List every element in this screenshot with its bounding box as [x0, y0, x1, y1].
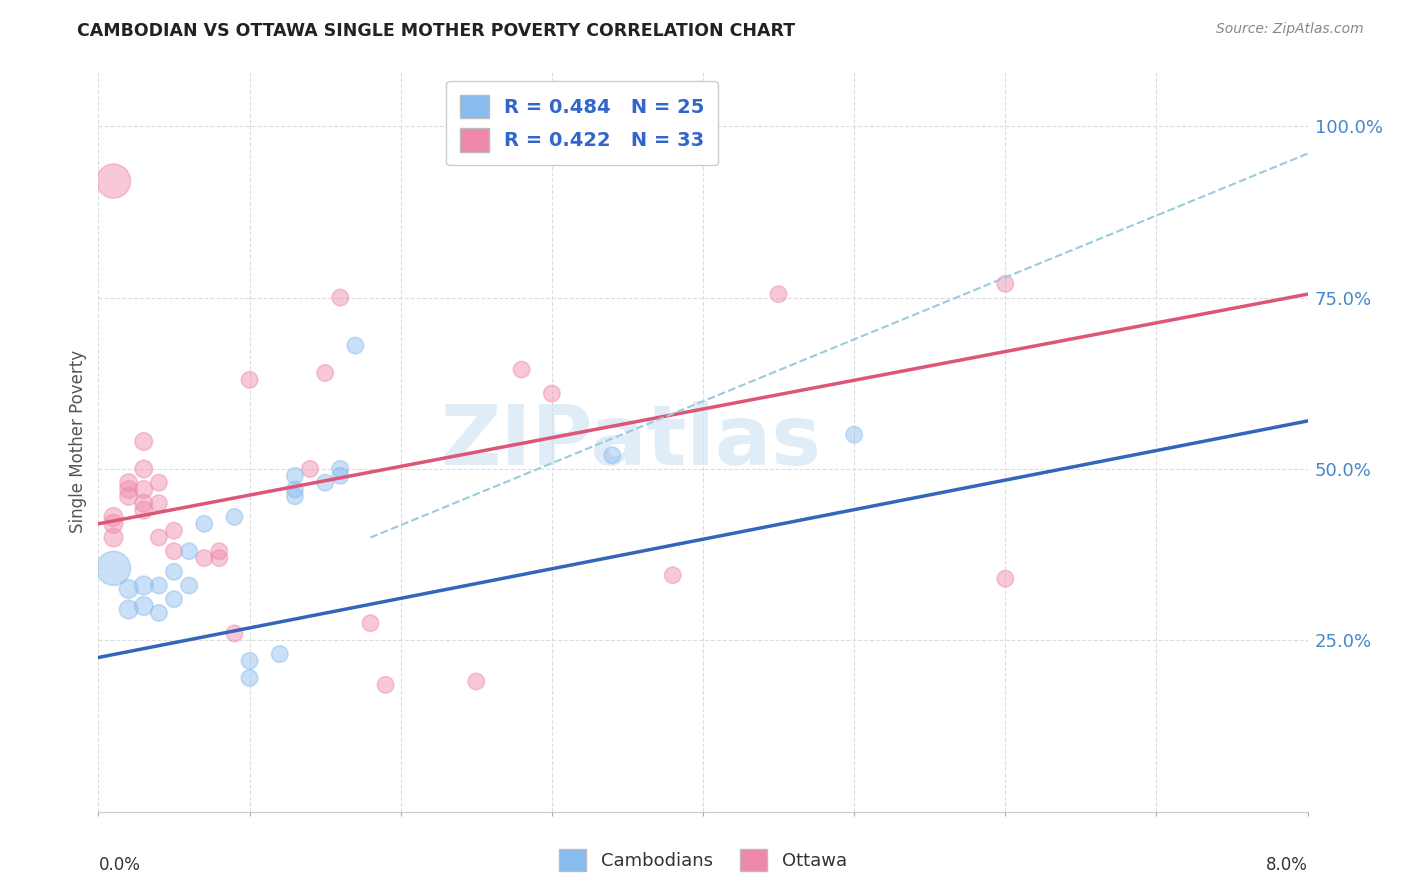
- Text: 8.0%: 8.0%: [1265, 856, 1308, 874]
- Point: [163, 565, 186, 579]
- Point: [132, 462, 155, 476]
- Point: [148, 578, 170, 592]
- Point: [163, 592, 186, 607]
- Point: [314, 475, 336, 490]
- Point: [768, 287, 790, 301]
- Point: [118, 489, 141, 503]
- Point: [118, 602, 141, 616]
- Point: [239, 373, 262, 387]
- Point: [193, 551, 215, 566]
- Point: [269, 647, 291, 661]
- Point: [510, 362, 533, 376]
- Point: [360, 616, 382, 631]
- Point: [994, 277, 1017, 291]
- Point: [118, 475, 141, 490]
- Point: [103, 531, 125, 545]
- Point: [344, 338, 367, 352]
- Point: [661, 568, 683, 582]
- Point: [602, 448, 624, 462]
- Point: [844, 427, 866, 442]
- Point: [148, 606, 170, 620]
- Point: [103, 516, 125, 531]
- Point: [193, 516, 215, 531]
- Text: Source: ZipAtlas.com: Source: ZipAtlas.com: [1216, 22, 1364, 37]
- Point: [132, 503, 155, 517]
- Point: [284, 468, 307, 483]
- Point: [103, 561, 125, 575]
- Point: [148, 496, 170, 510]
- Point: [163, 524, 186, 538]
- Point: [208, 544, 231, 558]
- Point: [132, 483, 155, 497]
- Point: [179, 578, 201, 592]
- Point: [163, 544, 186, 558]
- Point: [224, 510, 246, 524]
- Point: [132, 578, 155, 592]
- Point: [118, 483, 141, 497]
- Point: [208, 551, 231, 566]
- Point: [103, 174, 125, 188]
- Text: 0.0%: 0.0%: [98, 856, 141, 874]
- Point: [132, 434, 155, 449]
- Legend: R = 0.484   N = 25, R = 0.422   N = 33: R = 0.484 N = 25, R = 0.422 N = 33: [446, 81, 718, 166]
- Point: [118, 582, 141, 596]
- Point: [284, 483, 307, 497]
- Point: [299, 462, 322, 476]
- Point: [239, 654, 262, 668]
- Point: [465, 674, 488, 689]
- Point: [148, 475, 170, 490]
- Point: [994, 572, 1017, 586]
- Point: [148, 531, 170, 545]
- Point: [132, 599, 155, 613]
- Point: [284, 489, 307, 503]
- Point: [540, 386, 562, 401]
- Point: [314, 366, 336, 380]
- Legend: Cambodians, Ottawa: Cambodians, Ottawa: [553, 842, 853, 879]
- Point: [103, 510, 125, 524]
- Point: [329, 468, 352, 483]
- Point: [239, 671, 262, 685]
- Point: [329, 462, 352, 476]
- Y-axis label: Single Mother Poverty: Single Mother Poverty: [69, 350, 87, 533]
- Text: ZIPatlas: ZIPatlas: [440, 401, 821, 482]
- Point: [374, 678, 396, 692]
- Text: CAMBODIAN VS OTTAWA SINGLE MOTHER POVERTY CORRELATION CHART: CAMBODIAN VS OTTAWA SINGLE MOTHER POVERT…: [77, 22, 796, 40]
- Point: [329, 291, 352, 305]
- Point: [224, 626, 246, 640]
- Point: [132, 496, 155, 510]
- Point: [179, 544, 201, 558]
